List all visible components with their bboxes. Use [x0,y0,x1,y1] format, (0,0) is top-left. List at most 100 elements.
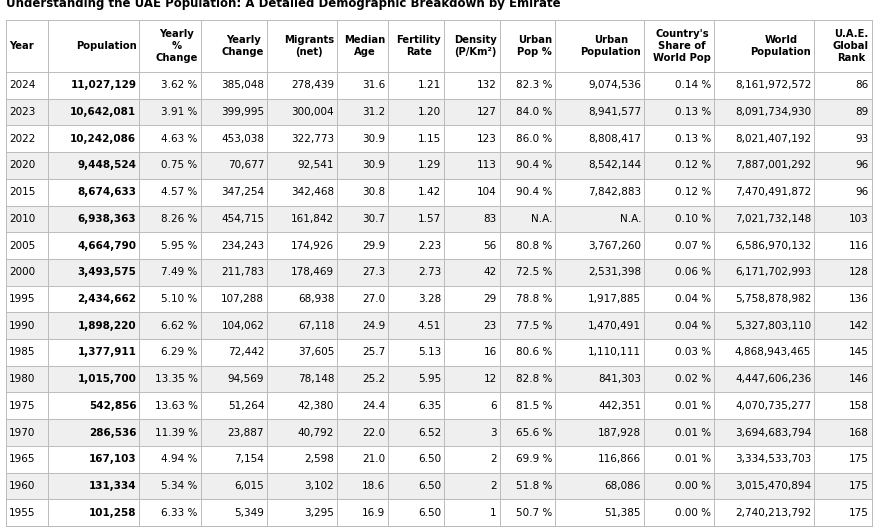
Text: 2023: 2023 [9,107,35,117]
Text: 11,027,129: 11,027,129 [70,81,136,90]
Bar [6,286,871,312]
Text: 24.4: 24.4 [361,401,385,411]
Text: 442,351: 442,351 [597,401,640,411]
Text: 174,926: 174,926 [291,241,334,251]
Text: 1.42: 1.42 [417,187,440,197]
Text: 13.35 %: 13.35 % [154,374,197,384]
Text: 8,808,417: 8,808,417 [588,134,640,144]
Text: 7,470,491,872: 7,470,491,872 [734,187,810,197]
Text: 68,086: 68,086 [604,481,640,491]
Text: Understanding the UAE Population: A Detailed Demographic Breakdown by Emirate: Understanding the UAE Population: A Deta… [6,0,560,10]
Text: 83: 83 [482,214,496,224]
Text: 841,303: 841,303 [597,374,640,384]
Text: 0.06 %: 0.06 % [674,267,710,277]
Text: 1,470,491: 1,470,491 [588,321,640,331]
Bar [6,179,871,206]
Text: 3,493,575: 3,493,575 [77,267,136,277]
Text: 6.52: 6.52 [417,428,440,438]
Text: 123: 123 [476,134,496,144]
Text: 92,541: 92,541 [297,161,334,171]
Text: 127: 127 [476,107,496,117]
Text: 93: 93 [855,134,868,144]
Text: 5.95: 5.95 [417,374,440,384]
Text: 2010: 2010 [9,214,35,224]
Text: 84.0 %: 84.0 % [516,107,552,117]
Text: Yearly
%
Change: Yearly % Change [155,29,197,63]
Text: 67,118: 67,118 [297,321,334,331]
Text: 77.5 %: 77.5 % [515,321,552,331]
Text: 0.04 %: 0.04 % [674,321,710,331]
Text: 146: 146 [848,374,868,384]
Text: 86: 86 [855,81,868,90]
Text: 4.94 %: 4.94 % [161,454,197,464]
Text: 131,334: 131,334 [89,481,136,491]
Text: 2015: 2015 [9,187,35,197]
Text: 1990: 1990 [9,321,35,331]
Text: 6.50: 6.50 [417,508,440,518]
Bar [6,419,871,446]
Text: 1,898,220: 1,898,220 [78,321,136,331]
Text: 454,715: 454,715 [221,214,264,224]
Text: 342,468: 342,468 [291,187,334,197]
Text: 107,288: 107,288 [221,294,264,304]
Text: 5.10 %: 5.10 % [161,294,197,304]
Text: 7,887,001,292: 7,887,001,292 [734,161,810,171]
Text: 1.57: 1.57 [417,214,440,224]
Text: 5.34 %: 5.34 % [161,481,197,491]
Text: 3,334,533,703: 3,334,533,703 [734,454,810,464]
Text: 116: 116 [848,241,868,251]
Text: 4,664,790: 4,664,790 [77,241,136,251]
Text: 24.9: 24.9 [361,321,385,331]
Text: 6.62 %: 6.62 % [161,321,197,331]
Bar [6,20,871,72]
Text: 0.13 %: 0.13 % [674,134,710,144]
Text: 2,598: 2,598 [304,454,334,464]
Bar [6,339,871,366]
Text: 3.91 %: 3.91 % [161,107,197,117]
Text: 385,048: 385,048 [221,81,264,90]
Text: 278,439: 278,439 [291,81,334,90]
Bar [6,232,871,259]
Text: 8,021,407,192: 8,021,407,192 [734,134,810,144]
Text: 51,385: 51,385 [604,508,640,518]
Text: 5,349: 5,349 [234,508,264,518]
Text: 104: 104 [476,187,496,197]
Text: 9,448,524: 9,448,524 [77,161,136,171]
Bar [6,393,871,419]
Text: 10,242,086: 10,242,086 [70,134,136,144]
Text: 1970: 1970 [9,428,35,438]
Text: 1.20: 1.20 [417,107,440,117]
Text: 16.9: 16.9 [361,508,385,518]
Text: 65.6 %: 65.6 % [515,428,552,438]
Text: World
Population: World Population [750,35,810,57]
Text: 18.6: 18.6 [361,481,385,491]
Text: 21.0: 21.0 [362,454,385,464]
Text: 1960: 1960 [9,481,35,491]
Bar [6,312,871,339]
Text: 136: 136 [848,294,868,304]
Text: 81.5 %: 81.5 % [515,401,552,411]
Text: 0.01 %: 0.01 % [674,454,710,464]
Text: 30.9: 30.9 [362,161,385,171]
Text: 132: 132 [476,81,496,90]
Text: 6.50: 6.50 [417,481,440,491]
Text: 2,740,213,792: 2,740,213,792 [734,508,810,518]
Text: 6.50: 6.50 [417,454,440,464]
Text: 8,674,633: 8,674,633 [77,187,136,197]
Text: 2024: 2024 [9,81,35,90]
Text: 0.01 %: 0.01 % [674,401,710,411]
Text: Population: Population [75,41,136,51]
Bar [6,152,871,179]
Text: Fertility
Rate: Fertility Rate [396,35,440,57]
Text: 8,161,972,572: 8,161,972,572 [734,81,810,90]
Text: 3,295: 3,295 [304,508,334,518]
Text: 1: 1 [489,508,496,518]
Text: 2005: 2005 [9,241,35,251]
Text: 2: 2 [489,481,496,491]
Text: N.A.: N.A. [530,214,552,224]
Text: 1,917,885: 1,917,885 [588,294,640,304]
Text: 142: 142 [848,321,868,331]
Text: 6.33 %: 6.33 % [161,508,197,518]
Text: 80.6 %: 80.6 % [516,347,552,357]
Text: 175: 175 [848,481,868,491]
